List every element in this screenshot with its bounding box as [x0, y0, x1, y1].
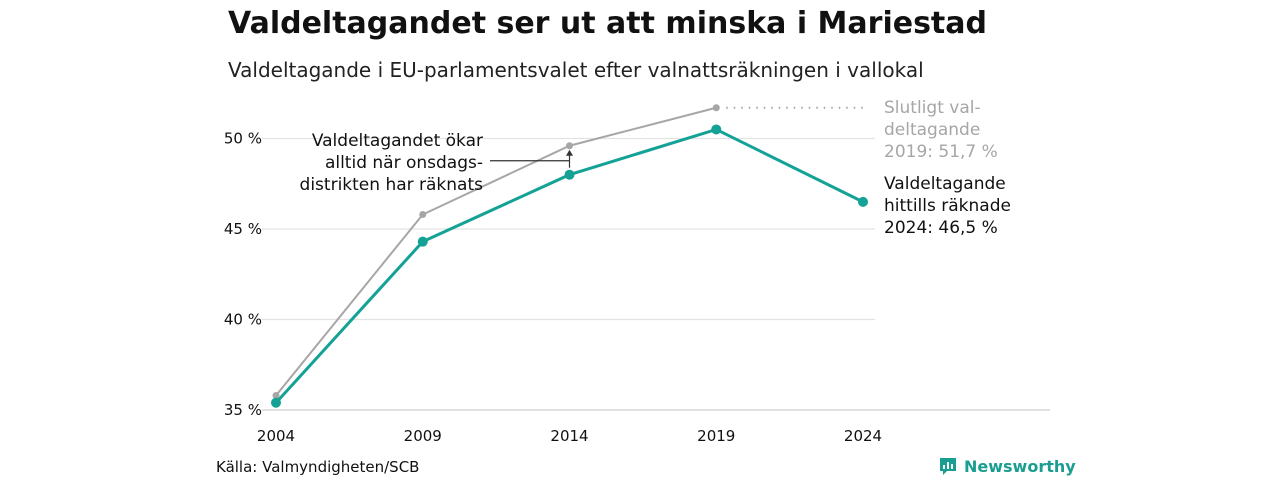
final-turnout-point: [712, 104, 720, 112]
preliminary-turnout-point: [271, 397, 281, 408]
y-tick-label: 40 %: [224, 311, 262, 329]
preliminary-turnout-label: 2024: 46,5 %: [884, 218, 998, 238]
preliminary-turnout-point: [564, 169, 575, 180]
chart-subtitle: Valdeltagande i EU-parlamentsvalet efter…: [228, 58, 924, 82]
y-tick-label: 35 %: [224, 401, 262, 419]
x-tick-label: 2024: [844, 427, 882, 445]
final-turnout-point: [566, 142, 573, 150]
y-tick-label: 45 %: [224, 220, 262, 238]
bar-chart-logo-icon: [940, 458, 956, 475]
brand-name: Newsworthy: [964, 456, 1076, 476]
annotation-text: distrikten har räknats: [300, 175, 484, 195]
preliminary-turnout-point: [711, 124, 722, 135]
final-turnout-line: [275, 106, 717, 397]
annotation-arrow-icon: [566, 149, 573, 156]
x-tick-label: 2014: [550, 427, 588, 445]
preliminary-turnout-label: Valdeltagande: [884, 174, 1006, 194]
x-tick-label: 2009: [404, 427, 442, 445]
source-note: Källa: Valmyndigheten/SCB: [216, 458, 420, 476]
annotation-text: alltid när onsdags-: [325, 153, 483, 173]
y-tick-label: 50 %: [224, 130, 262, 148]
chart-title: Valdeltagandet ser ut att minska i Marie…: [228, 6, 987, 41]
final-turnout-label: deltagande: [884, 120, 980, 140]
x-tick-label: 2019: [697, 427, 735, 445]
preliminary-turnout-point: [858, 196, 868, 207]
brand-logo: Newsworthy: [938, 456, 1076, 476]
final-turnout-label: 2019: 51,7 %: [884, 142, 998, 162]
final-turnout-point: [272, 392, 280, 400]
preliminary-turnout-label: hittills räknade: [884, 196, 1011, 216]
x-tick-label: 2004: [257, 427, 295, 445]
preliminary-turnout-point: [417, 236, 428, 247]
final-turnout-point: [419, 211, 427, 219]
final-turnout-label: Slutligt val-: [884, 98, 981, 118]
annotation-text: Valdeltagandet ökar: [312, 131, 483, 151]
